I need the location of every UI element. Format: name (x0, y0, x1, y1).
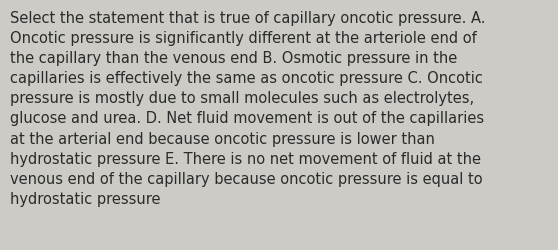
Text: Select the statement that is true of capillary oncotic pressure. A.
Oncotic pres: Select the statement that is true of cap… (10, 11, 485, 206)
